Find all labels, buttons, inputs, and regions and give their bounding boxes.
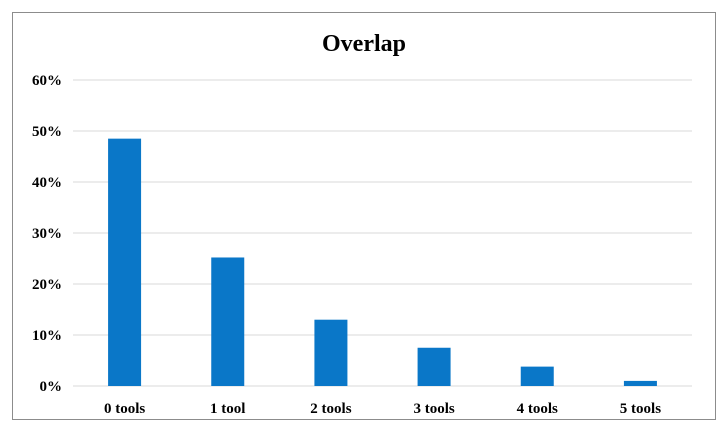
bar [623,380,657,386]
y-tick-label: 30% [32,226,62,242]
x-tick-label: 3 tools [413,401,454,417]
bar [314,319,348,386]
bar [211,257,245,386]
bar [520,366,554,386]
y-tick-label: 40% [32,175,62,191]
y-axis-tick-labels: 0% 10% 20% 30% 40% 50% 60% [32,73,62,395]
bar [417,347,451,386]
x-axis-tick-labels: 0 tools 1 tool 2 tools 3 tools 4 tools 5 tool… [104,401,661,417]
chart-title: Overlap [322,31,406,57]
x-tick-label: 4 tools [517,401,558,417]
y-tick-label: 60% [32,73,62,89]
bars [108,138,657,386]
bar [108,138,142,386]
x-tick-label: 5 tools [620,401,661,417]
x-tick-label: 1 tool [210,401,245,417]
x-tick-label: 2 tools [310,401,351,417]
y-tick-label: 50% [32,124,62,140]
x-tick-label: 0 tools [104,401,145,417]
y-tick-label: 20% [32,277,62,293]
y-tick-label: 0% [40,379,63,395]
y-tick-label: 10% [32,328,62,344]
gridlines [73,79,692,387]
